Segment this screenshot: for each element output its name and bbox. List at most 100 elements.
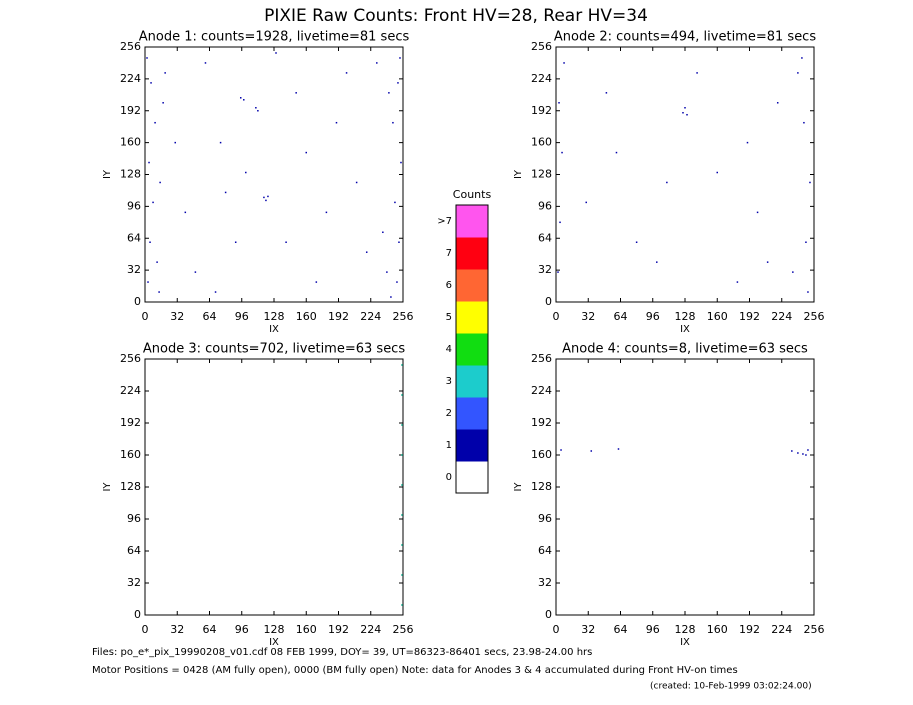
y-tick-label: 192 <box>531 416 552 429</box>
note: (created: 10-Feb-1999 03:02:24.00) <box>650 682 812 692</box>
y-tick-label: 32 <box>538 576 552 589</box>
colorbar-label: 0 <box>446 472 452 483</box>
point <box>809 181 811 184</box>
point <box>766 261 769 263</box>
point <box>315 281 318 283</box>
point <box>345 72 348 74</box>
point <box>801 57 803 59</box>
y-tick-label: 128 <box>531 168 552 181</box>
x-tick-label: 224 <box>360 623 381 636</box>
point <box>154 121 156 124</box>
colorbar-title: Counts <box>453 188 492 201</box>
y-tick-label: 0 <box>134 295 141 308</box>
color-cell <box>455 268 489 302</box>
colorbar-label: 2 <box>446 408 452 419</box>
point <box>388 92 390 94</box>
y-tick-label: 224 <box>120 384 141 397</box>
x-tick-label: 96 <box>646 310 660 323</box>
x-tick-label: 32 <box>581 310 595 323</box>
y-tick-label: 160 <box>120 136 141 149</box>
point <box>325 211 328 214</box>
x-tick-label: 224 <box>771 623 792 636</box>
point <box>150 82 152 84</box>
y-tick-label: 96 <box>127 199 141 212</box>
x-tick-label: 128 <box>675 623 696 636</box>
y-tick-label: 96 <box>127 512 141 525</box>
point <box>746 141 749 144</box>
point <box>219 141 222 144</box>
point <box>243 99 245 101</box>
y-tick-label: 192 <box>120 416 141 429</box>
point <box>605 92 608 94</box>
point <box>376 62 378 64</box>
point <box>392 121 394 124</box>
point <box>401 424 403 426</box>
point <box>285 241 287 243</box>
y-tick-label: 256 <box>531 352 552 365</box>
point <box>164 72 166 74</box>
y-tick-label: 64 <box>127 231 141 244</box>
point <box>807 449 809 451</box>
point <box>174 141 176 144</box>
point <box>557 271 559 273</box>
panel-title: Anode 1: counts=1928, livetime=81 secs <box>139 30 410 45</box>
y-tick-label: 192 <box>531 104 552 117</box>
note: Files: po_e*_pix_19990208_v01.cdf 08 FEB… <box>92 647 592 658</box>
point <box>255 107 257 109</box>
color-cell <box>455 364 489 398</box>
y-tick-label: 32 <box>538 263 552 276</box>
point <box>156 261 158 263</box>
color-cell <box>455 204 489 238</box>
plot-frame <box>144 358 404 616</box>
y-tick-label: 96 <box>538 512 552 525</box>
point <box>590 450 593 452</box>
colorbar-label: 3 <box>446 376 452 387</box>
x-axis-label: IX <box>680 637 690 648</box>
panel-title: Anode 4: counts=8, livetime=63 secs <box>562 342 808 357</box>
color-cell <box>455 396 489 430</box>
point <box>214 291 217 293</box>
x-axis-label: IX <box>269 324 279 335</box>
x-tick-label: 160 <box>707 310 728 323</box>
colorbar-label: >7 <box>437 216 452 227</box>
point <box>355 181 358 184</box>
x-tick-label: 192 <box>739 310 760 323</box>
x-tick-label: 96 <box>235 623 249 636</box>
x-tick-label: 32 <box>581 623 595 636</box>
point <box>401 574 403 576</box>
point <box>148 161 150 164</box>
point <box>716 171 718 174</box>
x-tick-label: 96 <box>235 310 249 323</box>
point <box>390 296 392 298</box>
y-tick-label: 160 <box>531 448 552 461</box>
point <box>394 201 396 204</box>
x-tick-label: 32 <box>170 310 184 323</box>
y-tick-label: 128 <box>120 480 141 493</box>
point <box>560 449 562 451</box>
point <box>335 121 338 124</box>
x-tick-label: 0 <box>142 310 149 323</box>
point <box>396 281 398 283</box>
point <box>401 364 403 366</box>
point <box>803 121 805 124</box>
colorbar-label: 4 <box>446 344 452 355</box>
point <box>756 211 759 214</box>
x-tick-label: 256 <box>393 623 414 636</box>
point <box>558 102 560 104</box>
x-tick-label: 128 <box>264 310 285 323</box>
y-tick-label: 256 <box>120 40 141 53</box>
point <box>401 454 403 456</box>
x-tick-label: 64 <box>203 623 217 636</box>
y-tick-label: 128 <box>531 480 552 493</box>
point <box>265 199 267 202</box>
colorbar-frame <box>455 204 489 494</box>
y-tick-label: 64 <box>538 544 552 557</box>
point <box>401 394 403 396</box>
x-tick-label: 192 <box>328 310 349 323</box>
x-tick-label: 160 <box>707 623 728 636</box>
y-tick-label: 64 <box>127 544 141 557</box>
x-tick-label: 128 <box>675 310 696 323</box>
colorbar-label: 1 <box>446 440 452 451</box>
